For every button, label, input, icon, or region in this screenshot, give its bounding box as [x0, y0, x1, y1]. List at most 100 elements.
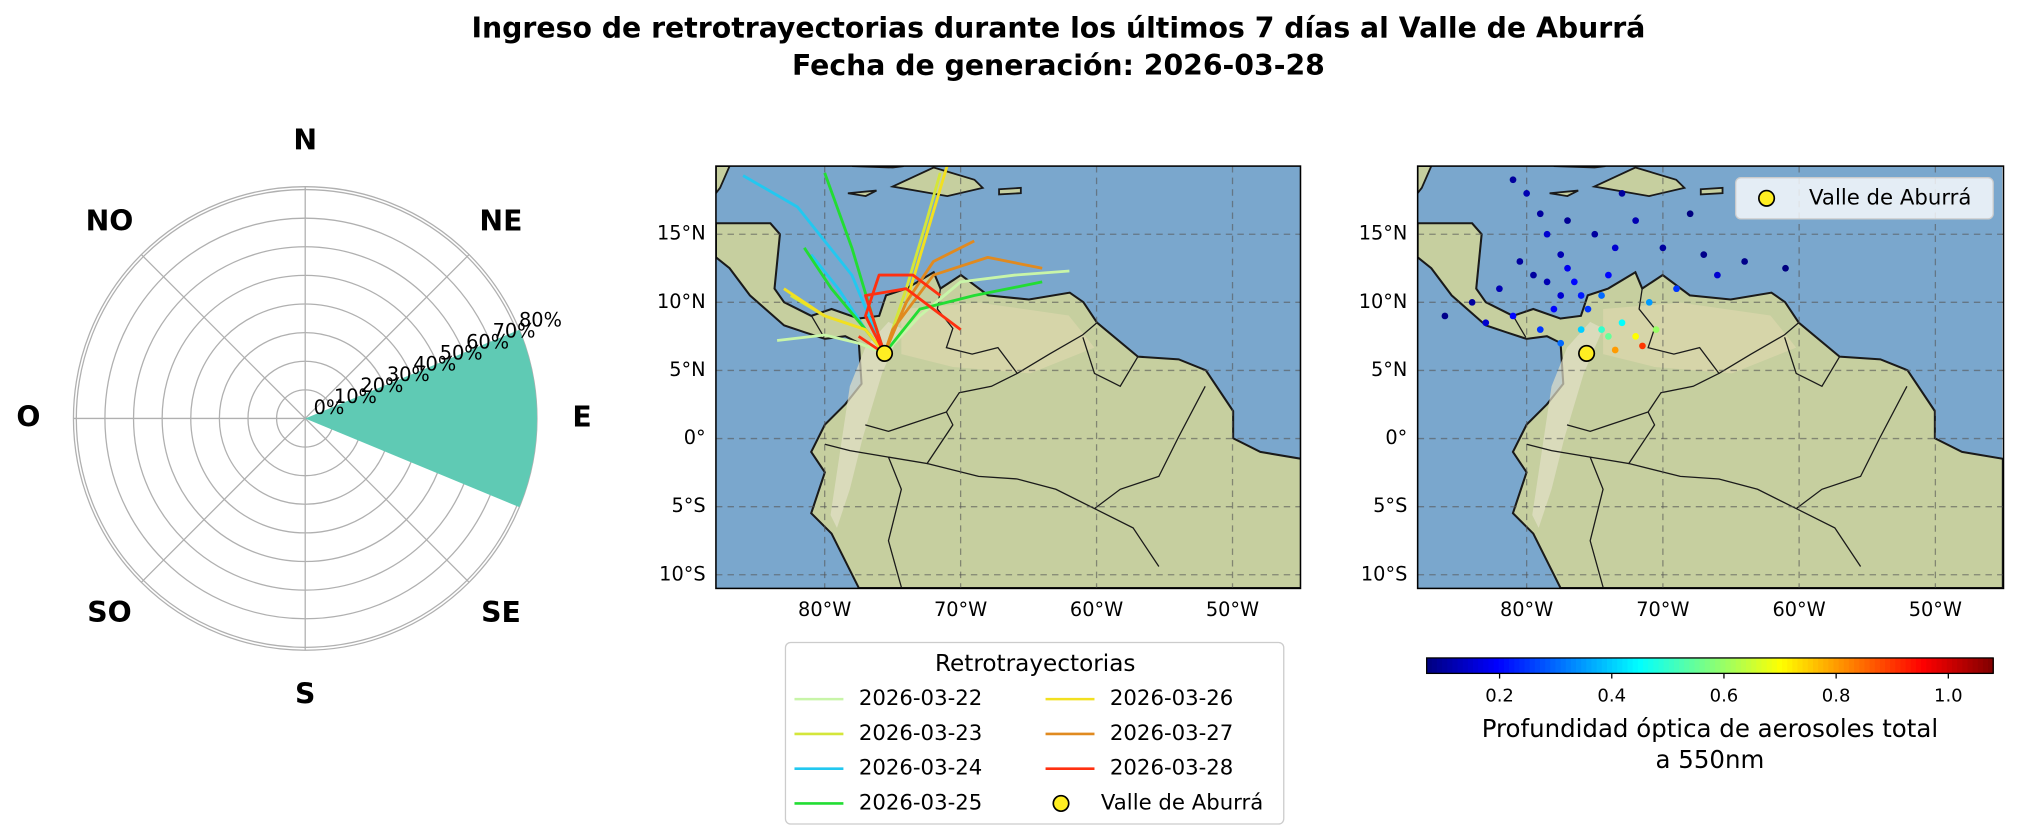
y-tick-label: 10°N: [1359, 290, 1408, 313]
colorbar-segment: [1478, 657, 1484, 674]
direction-label: SE: [481, 596, 521, 629]
colorbar-segment: [1426, 657, 1433, 674]
r-tick-label: 20%: [360, 374, 403, 397]
colorbar-segment: [1663, 657, 1670, 674]
direction-label: E: [572, 400, 591, 433]
aod-point: [1523, 189, 1530, 197]
colorbar-segment: [1524, 657, 1531, 674]
colorbar-segment: [1457, 657, 1464, 674]
colorbar-segment: [1818, 657, 1824, 674]
colorbar-segment: [1431, 657, 1438, 674]
colorbar-segment: [1751, 657, 1757, 674]
y-tick-label: 5°S: [671, 494, 705, 517]
aod-point: [1700, 251, 1708, 258]
aod-point: [1639, 342, 1646, 350]
colorbar-segment: [1879, 657, 1886, 674]
aod-point: [1598, 326, 1605, 333]
aod-point: [1550, 305, 1558, 313]
aod-point: [1530, 271, 1537, 279]
legend-title: Retrotrayectorias: [935, 650, 1135, 677]
aod-point: [1543, 278, 1551, 286]
colorbar-segment: [1957, 657, 1963, 674]
colorbar-segment: [1565, 657, 1572, 674]
aod-point: [1632, 217, 1639, 224]
figure-title: Ingreso de retrotrayectorias durante los…: [471, 12, 1645, 45]
colorbar-segment: [1761, 657, 1768, 674]
aod-point: [1632, 333, 1639, 340]
y-tick-label: 0°: [1385, 426, 1407, 449]
colorbar-segment: [1539, 657, 1546, 674]
x-tick-label: 60°W: [1772, 598, 1825, 621]
x-tick-label: 70°W: [1636, 598, 1689, 621]
colorbar-segment: [1591, 657, 1598, 674]
figure-subtitle: Fecha de generación: 2026-03-28: [792, 49, 1325, 82]
legend-label: 2026-03-25: [859, 790, 982, 815]
r-tick-label: 0%: [314, 396, 345, 419]
colorbar-segment: [1570, 657, 1577, 674]
legend-label: 2026-03-26: [1110, 686, 1233, 711]
colorbar-segment: [1756, 657, 1763, 674]
legend-box: [1735, 177, 1994, 220]
direction-label: N: [293, 124, 317, 157]
colorbar-segment: [1560, 657, 1567, 674]
aod-point: [1496, 285, 1503, 293]
colorbar-segment: [1442, 657, 1448, 674]
colorbar-segment: [1627, 657, 1634, 674]
aod-point: [1468, 298, 1476, 306]
colorbar-segment: [1807, 657, 1814, 674]
colorbar-segment: [1581, 657, 1587, 674]
legend-box: [784, 641, 1285, 825]
colorbar-segment: [1699, 657, 1706, 674]
aod-point: [1598, 292, 1605, 299]
colorbar-segment: [1735, 657, 1742, 674]
colorbar-segment: [1885, 657, 1891, 674]
colorbar-segment: [1802, 657, 1809, 674]
aod-point: [1482, 319, 1490, 327]
colorbar-segment: [1462, 657, 1469, 674]
colorbar-segment: [1730, 657, 1737, 674]
colorbar-segment: [1921, 657, 1927, 674]
colorbar-segment: [1931, 657, 1938, 674]
colorbar-segment: [1869, 657, 1876, 674]
points: [1441, 176, 1789, 354]
y-tick-label: 10°S: [1361, 562, 1407, 585]
colorbar-segment: [1854, 657, 1860, 674]
aod-point: [1577, 292, 1585, 299]
aod-point: [1591, 230, 1599, 238]
colorbar-segment: [1436, 657, 1443, 674]
legend-label: 2026-03-22: [859, 686, 982, 711]
colorbar-segment: [1612, 657, 1618, 674]
colorbar-segment: [1946, 657, 1953, 674]
colorbar-tick-label: 0.6: [1710, 686, 1739, 707]
colorbar-segment: [1555, 657, 1562, 674]
aod-point: [1605, 271, 1612, 279]
colorbar-segment: [1514, 657, 1521, 674]
colorbar-segment: [1792, 657, 1799, 674]
trajectory: [776, 269, 1070, 355]
colorbar-segment: [1488, 657, 1495, 674]
colorbar-segment: [1709, 657, 1716, 674]
aod-point: [1686, 210, 1694, 218]
colorbar-segment: [1493, 657, 1500, 674]
location-marker: [875, 344, 894, 362]
colorbar-segment: [1519, 657, 1526, 674]
colorbar-segment: [1812, 657, 1819, 674]
colorbar-segment: [1658, 657, 1665, 674]
direction-label: NE: [479, 205, 522, 238]
colorbar-segment: [1529, 657, 1536, 674]
colorbar-segment: [1534, 657, 1541, 674]
direction-label: SO: [87, 596, 131, 629]
colorbar-segment: [1910, 657, 1917, 674]
colorbar-tick-label: 0.8: [1822, 686, 1851, 707]
aod-point: [1441, 312, 1449, 320]
colorbar-segment: [1962, 657, 1969, 674]
y-tick-label: 10°S: [659, 562, 705, 585]
y-tick-label: 10°N: [657, 290, 706, 313]
direction-label: S: [295, 677, 315, 710]
aod-point: [1782, 264, 1789, 272]
colorbar-segment: [1679, 657, 1685, 674]
colorbar-frame: [1426, 657, 1994, 675]
colorbar-segment: [1648, 657, 1654, 674]
colorbar-segment: [1576, 657, 1582, 674]
aod-point: [1557, 292, 1565, 299]
